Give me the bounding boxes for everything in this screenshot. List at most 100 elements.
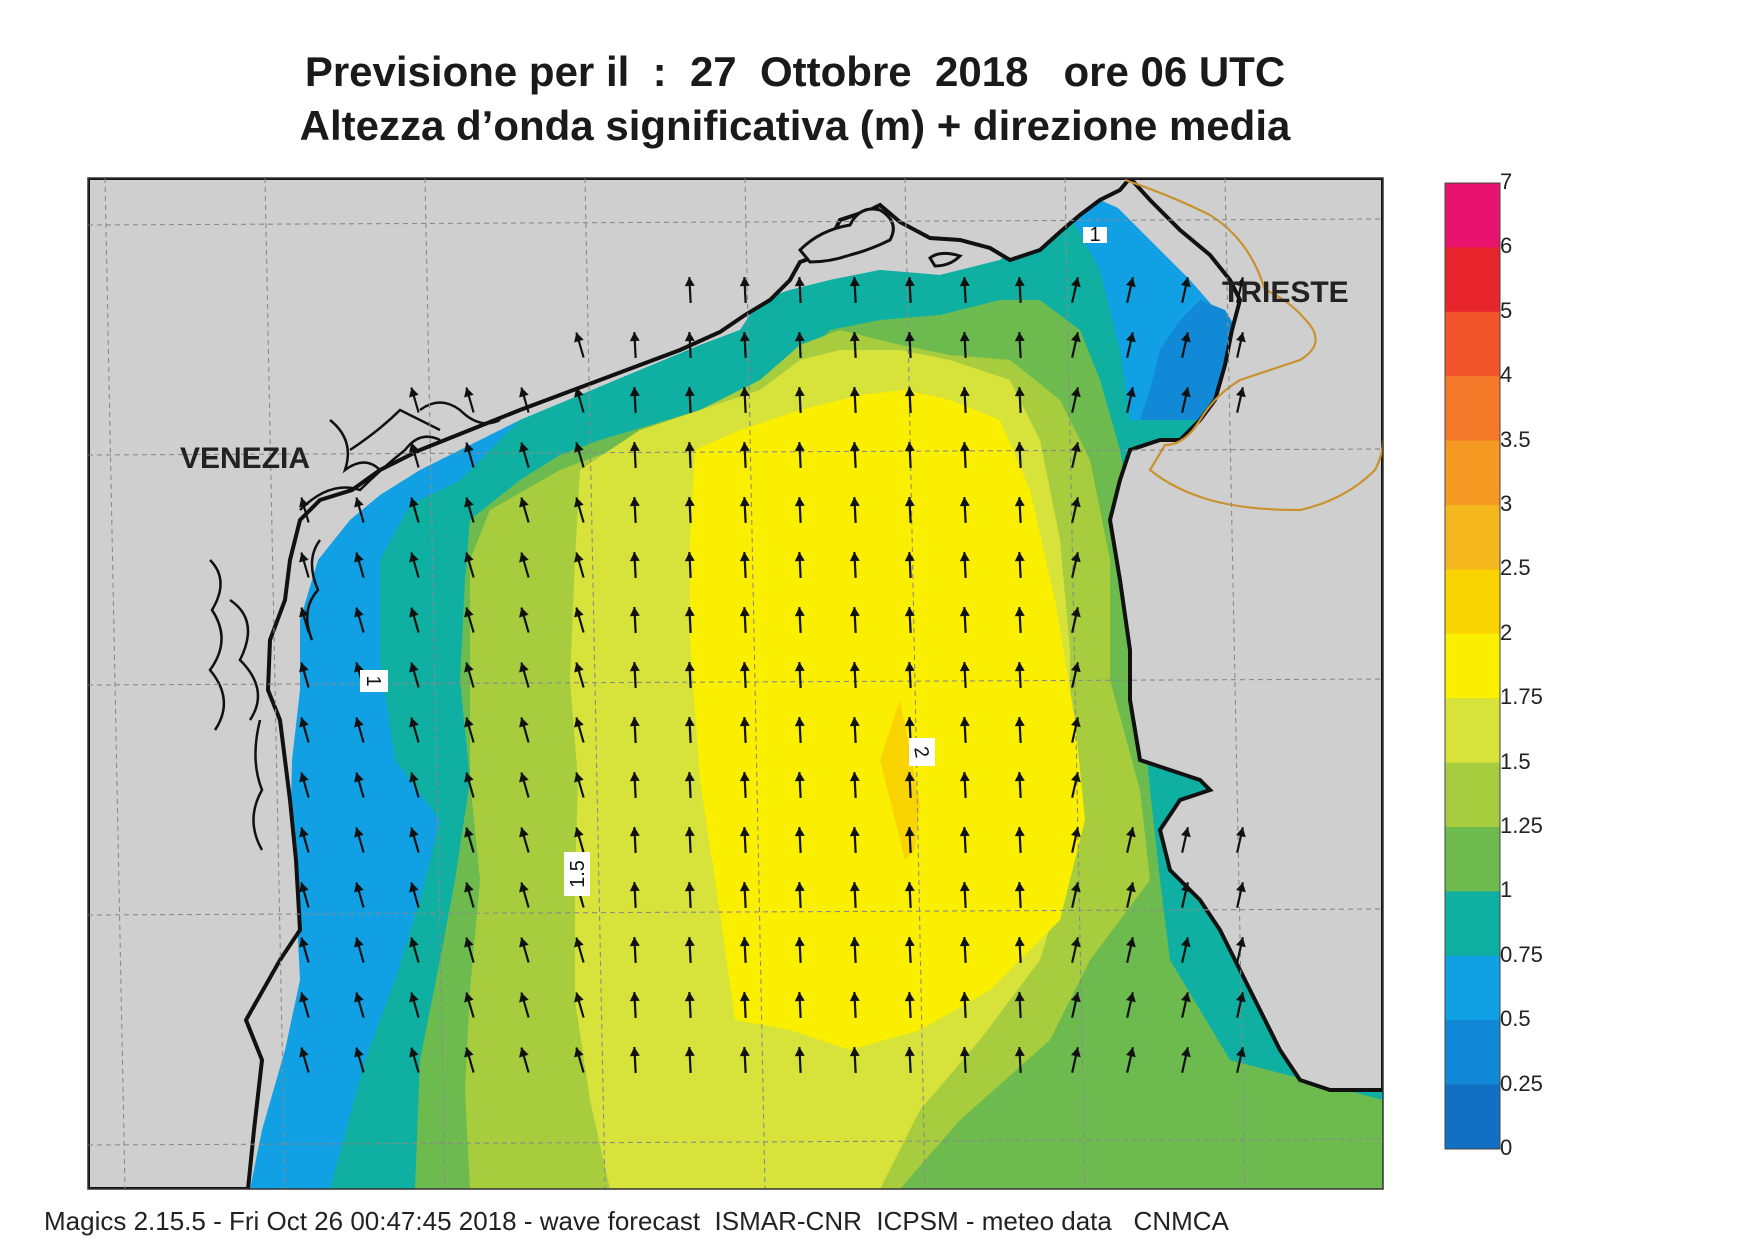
wave-arrow bbox=[629, 606, 640, 634]
wave-arrow bbox=[739, 771, 750, 799]
legend-swatch bbox=[1445, 827, 1500, 892]
wave-arrow bbox=[959, 331, 970, 359]
wave-arrow bbox=[794, 1046, 805, 1074]
wave-arrow bbox=[519, 552, 530, 578]
wave-arrow bbox=[519, 937, 530, 963]
wave-arrow bbox=[904, 276, 915, 304]
wave-arrow bbox=[794, 771, 805, 799]
wave-arrow bbox=[959, 441, 970, 469]
wave-arrow bbox=[1235, 387, 1246, 413]
legend-swatch bbox=[1445, 1020, 1500, 1086]
wave-arrow bbox=[574, 1047, 585, 1073]
legend-tick-label: 3.5 bbox=[1500, 426, 1531, 452]
wave-arrow bbox=[1070, 937, 1081, 963]
wave-arrow bbox=[574, 552, 585, 578]
wave-arrow bbox=[464, 387, 475, 413]
wave-arrow bbox=[409, 937, 420, 963]
wave-arrow bbox=[629, 936, 640, 964]
wave-arrow bbox=[794, 276, 805, 304]
wave-arrow bbox=[1235, 332, 1246, 358]
wave-arrow bbox=[299, 827, 310, 853]
wave-arrow bbox=[629, 551, 640, 579]
wave-arrow bbox=[1014, 661, 1025, 689]
wave-arrow bbox=[1070, 497, 1081, 523]
wave-arrow bbox=[1014, 881, 1025, 909]
wave-arrow bbox=[684, 771, 695, 799]
wave-arrow bbox=[574, 497, 585, 523]
legend-tick-label: 1.25 bbox=[1500, 813, 1543, 838]
wave-arrow bbox=[1125, 937, 1136, 963]
wave-arrow bbox=[629, 716, 640, 744]
wave-arrow bbox=[849, 331, 860, 359]
wave-arrow bbox=[739, 441, 750, 469]
wave-arrow bbox=[739, 386, 750, 414]
wave-arrow bbox=[904, 771, 915, 799]
wave-arrow bbox=[739, 826, 750, 854]
wave-arrow bbox=[959, 826, 970, 854]
wave-arrow bbox=[904, 936, 915, 964]
legend-tick-label: 4 bbox=[1500, 362, 1513, 388]
wave-arrow bbox=[464, 827, 475, 853]
legend-swatch bbox=[1445, 311, 1500, 377]
wave-arrow bbox=[1070, 332, 1081, 358]
wave-arrow bbox=[794, 716, 805, 744]
wave-arrow bbox=[849, 276, 860, 304]
wave-arrow bbox=[574, 387, 585, 413]
wave-arrow bbox=[409, 607, 420, 633]
wave-arrow bbox=[959, 881, 970, 909]
wave-arrow bbox=[1125, 827, 1136, 853]
svg-text:2: 2 bbox=[909, 745, 933, 760]
meridian-line bbox=[264, 178, 286, 1189]
wave-arrow bbox=[1235, 827, 1246, 853]
wave-arrow bbox=[574, 442, 585, 468]
legend-tick-label: 1 bbox=[1500, 877, 1513, 903]
wave-arrow bbox=[574, 717, 585, 743]
wave-arrow bbox=[464, 552, 475, 578]
wave-arrow bbox=[629, 441, 640, 469]
wave-arrow bbox=[794, 881, 805, 909]
sea-band-2 bbox=[690, 390, 1085, 1050]
wave-arrow bbox=[904, 881, 915, 909]
wave-arrow bbox=[409, 717, 420, 743]
wave-arrow bbox=[739, 1046, 750, 1074]
wave-arrow bbox=[794, 496, 805, 524]
wave-arrow bbox=[849, 881, 860, 909]
meridian-line bbox=[104, 178, 126, 1189]
wave-arrow bbox=[904, 441, 915, 469]
wave-arrow bbox=[1070, 662, 1081, 688]
wave-arrow bbox=[849, 716, 860, 744]
legend-swatch bbox=[1445, 698, 1500, 764]
wave-arrow bbox=[794, 606, 805, 634]
wave-arrow bbox=[684, 276, 695, 304]
wave-arrow bbox=[904, 826, 915, 854]
wave-arrow bbox=[464, 882, 475, 908]
legend-tick-label: 0 bbox=[1500, 1135, 1513, 1160]
legend-tick-label: 6 bbox=[1500, 233, 1513, 259]
wave-arrow bbox=[849, 441, 860, 469]
wave-arrow bbox=[1235, 992, 1246, 1018]
legend-swatch bbox=[1445, 891, 1500, 957]
wave-arrow bbox=[1180, 882, 1191, 908]
lat-lon-grid bbox=[88, 178, 1383, 1189]
wave-arrow bbox=[409, 442, 420, 468]
legend-colorbar bbox=[1445, 183, 1500, 1150]
wave-arrow bbox=[1125, 882, 1136, 908]
legend-tick-label: 3 bbox=[1500, 491, 1513, 516]
wave-arrow bbox=[684, 936, 695, 964]
wave-arrow bbox=[574, 662, 585, 688]
wave-arrow bbox=[794, 661, 805, 689]
wave-arrow bbox=[1014, 276, 1025, 304]
wave-arrow bbox=[739, 991, 750, 1019]
svg-text:1.5: 1.5 bbox=[567, 860, 589, 888]
wave-arrow bbox=[1180, 827, 1191, 853]
wave-arrow bbox=[519, 662, 530, 688]
wave-arrow bbox=[1235, 1047, 1246, 1073]
legend-swatch bbox=[1445, 505, 1500, 570]
legend-swatch bbox=[1445, 247, 1500, 313]
meridian-line bbox=[424, 178, 446, 1189]
contour-label-2: 2 bbox=[909, 738, 935, 766]
wave-arrow bbox=[409, 387, 420, 413]
legend-tick-label: 0.75 bbox=[1500, 941, 1543, 967]
sea-band-0.5 bbox=[1140, 300, 1240, 420]
